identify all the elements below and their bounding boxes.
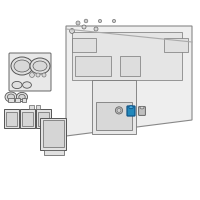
Bar: [38, 112, 49, 126]
Bar: [120, 56, 140, 76]
Circle shape: [76, 21, 80, 25]
Circle shape: [98, 19, 102, 23]
Ellipse shape: [7, 94, 15, 100]
Circle shape: [36, 73, 40, 77]
Bar: [92, 80, 136, 134]
Bar: [40, 118, 66, 150]
Bar: [164, 38, 188, 52]
Bar: [4, 109, 19, 128]
Bar: [36, 105, 40, 109]
Ellipse shape: [16, 92, 28, 102]
Ellipse shape: [33, 61, 47, 71]
Bar: [43, 120, 64, 147]
FancyBboxPatch shape: [139, 107, 145, 115]
Polygon shape: [66, 26, 192, 136]
FancyBboxPatch shape: [9, 53, 51, 91]
Bar: [20, 109, 35, 128]
FancyBboxPatch shape: [127, 106, 135, 116]
Circle shape: [42, 73, 46, 77]
Ellipse shape: [14, 60, 30, 72]
Bar: [22, 112, 33, 126]
Bar: [15, 98, 20, 102]
Circle shape: [82, 25, 86, 29]
Ellipse shape: [140, 106, 144, 109]
Ellipse shape: [5, 92, 17, 102]
Bar: [75, 56, 111, 76]
Circle shape: [112, 19, 116, 23]
Circle shape: [94, 27, 98, 31]
Ellipse shape: [23, 82, 31, 88]
Ellipse shape: [129, 106, 133, 109]
Bar: [72, 38, 96, 52]
Circle shape: [70, 29, 74, 33]
Circle shape: [84, 19, 88, 23]
Circle shape: [30, 73, 34, 77]
Bar: [36, 109, 51, 128]
Bar: [29, 105, 34, 109]
Ellipse shape: [12, 81, 22, 89]
Bar: [44, 150, 64, 155]
Ellipse shape: [19, 94, 25, 100]
Bar: [6, 112, 17, 126]
Bar: [96, 102, 132, 130]
Ellipse shape: [11, 57, 33, 75]
Bar: [22, 98, 26, 102]
Bar: [72, 32, 182, 80]
Circle shape: [115, 107, 123, 114]
Circle shape: [117, 108, 121, 112]
Bar: [8, 98, 14, 102]
Ellipse shape: [30, 58, 50, 74]
